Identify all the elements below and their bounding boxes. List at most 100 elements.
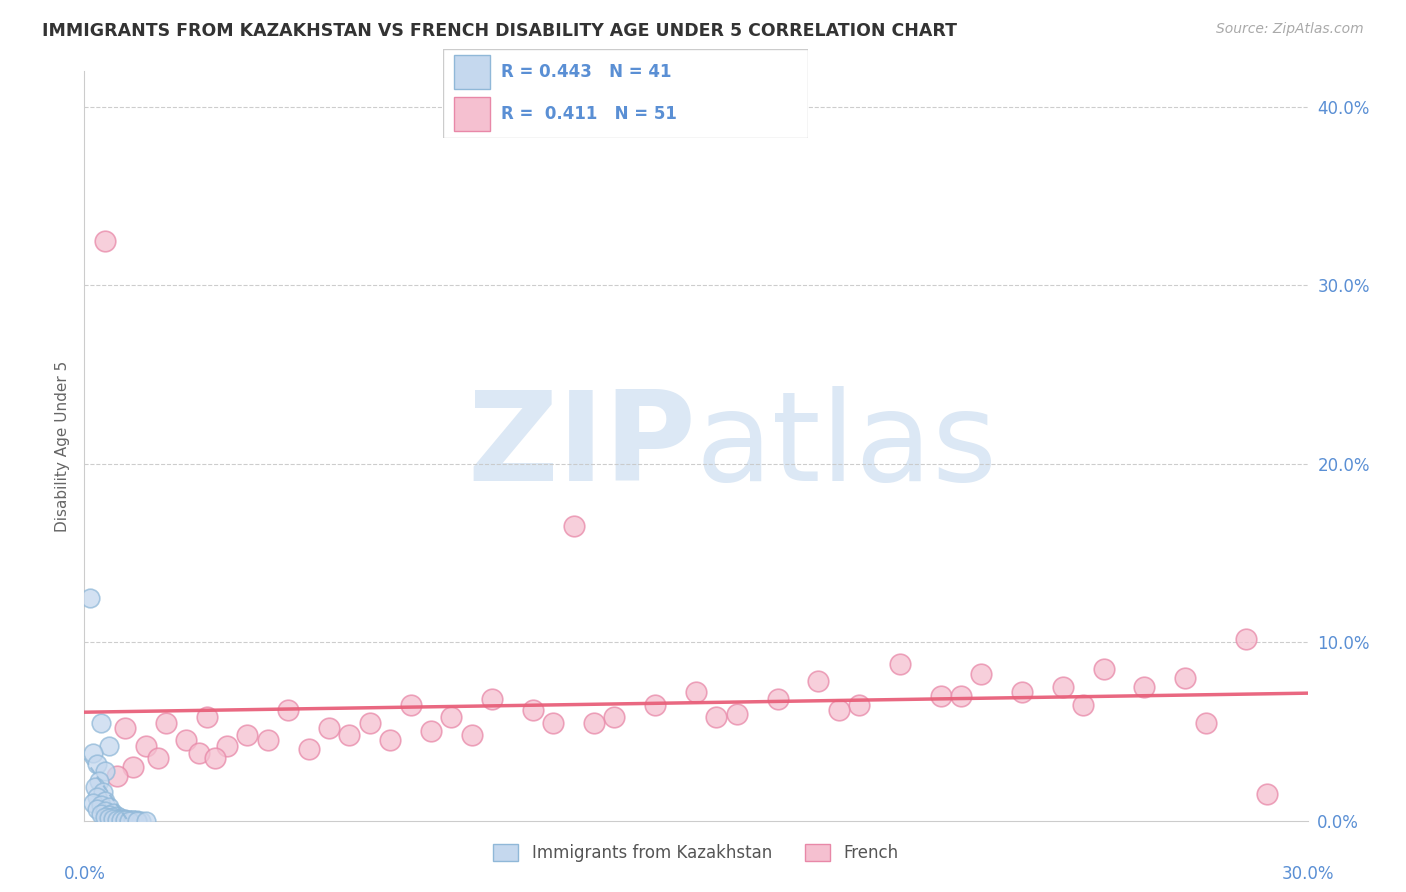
Point (461, 728, 484, 742)
Point (114, 812, 136, 826)
Point (101, 805, 124, 820)
Point (105, 808, 128, 822)
Point (380, 733, 402, 747)
FancyBboxPatch shape (443, 49, 808, 138)
Point (1174, 671, 1197, 685)
Point (82, 746, 104, 760)
Text: ZIP: ZIP (467, 385, 696, 507)
Point (114, 814, 136, 828)
Point (236, 728, 259, 742)
Point (146, 751, 169, 765)
Text: IMMIGRANTS FROM KAZAKHSTAN VS FRENCH DISABILITY AGE UNDER 5 CORRELATION CHART: IMMIGRANTS FROM KAZAKHSTAN VS FRENCH DIS… (42, 22, 957, 40)
Bar (454, 55, 491, 89)
Point (93, 794, 115, 808)
Point (110, 813, 132, 827)
Point (807, 674, 830, 689)
Point (950, 689, 973, 703)
Point (766, 692, 789, 706)
Point (970, 667, 993, 681)
Text: 30.0%: 30.0% (1281, 865, 1334, 883)
Point (929, 689, 952, 703)
Point (131, 814, 153, 828)
Point (440, 710, 463, 724)
Point (97, 812, 120, 826)
Point (1073, 698, 1095, 712)
Point (105, 813, 128, 827)
Point (105, 812, 128, 826)
Point (562, 519, 585, 533)
Point (1133, 680, 1156, 694)
Point (114, 721, 136, 735)
Point (1052, 680, 1074, 694)
Point (90, 715, 112, 730)
Point (543, 715, 565, 730)
Point (93, 810, 115, 824)
Point (93, 234, 115, 248)
Point (105, 769, 128, 783)
Point (187, 746, 209, 760)
Point (277, 703, 299, 717)
Point (583, 715, 606, 730)
Point (828, 703, 851, 717)
Point (114, 813, 136, 827)
Point (122, 814, 145, 828)
Text: R = 0.443   N = 41: R = 0.443 N = 41 (502, 63, 672, 81)
Text: 0.0%: 0.0% (63, 865, 105, 883)
Point (87, 774, 110, 789)
Point (644, 698, 666, 712)
Legend: Immigrants from Kazakhstan, French: Immigrants from Kazakhstan, French (486, 837, 905, 869)
Point (97, 739, 120, 753)
Point (204, 751, 226, 765)
Point (603, 710, 626, 724)
Point (127, 814, 149, 828)
Point (118, 814, 141, 828)
Point (93, 764, 115, 778)
Point (195, 710, 218, 724)
Point (101, 810, 124, 824)
Point (420, 724, 443, 739)
Point (86, 756, 108, 771)
Point (848, 698, 870, 712)
Point (174, 733, 197, 747)
Point (110, 811, 132, 825)
Point (86, 790, 108, 805)
Point (86, 802, 108, 816)
Point (481, 692, 503, 706)
Point (82, 796, 104, 810)
Point (298, 742, 321, 756)
Point (889, 657, 911, 671)
Point (127, 814, 149, 828)
Point (1092, 662, 1115, 676)
Point (97, 808, 120, 822)
Point (93, 804, 115, 818)
Point (725, 706, 748, 721)
Point (90, 806, 112, 821)
Point (135, 739, 157, 753)
Point (83, 780, 105, 794)
Point (257, 733, 280, 747)
Point (399, 698, 422, 712)
Point (135, 814, 157, 828)
Bar (454, 97, 491, 131)
Point (318, 721, 340, 735)
Text: R =  0.411   N = 51: R = 0.411 N = 51 (502, 105, 678, 123)
Point (155, 715, 177, 730)
Text: atlas: atlas (696, 385, 998, 507)
Point (90, 798, 112, 813)
Point (110, 814, 132, 828)
Point (1011, 685, 1033, 699)
Point (122, 760, 145, 774)
Point (97, 800, 120, 814)
Y-axis label: Disability Age Under 5: Disability Age Under 5 (55, 360, 70, 532)
Text: Source: ZipAtlas.com: Source: ZipAtlas.com (1216, 22, 1364, 37)
Point (1236, 632, 1258, 646)
Point (359, 715, 381, 730)
Point (522, 703, 544, 717)
Point (118, 814, 141, 828)
Point (118, 813, 141, 827)
Point (79, 591, 101, 605)
Point (1256, 787, 1278, 801)
Point (217, 739, 239, 753)
Point (706, 710, 728, 724)
Point (91, 785, 114, 799)
